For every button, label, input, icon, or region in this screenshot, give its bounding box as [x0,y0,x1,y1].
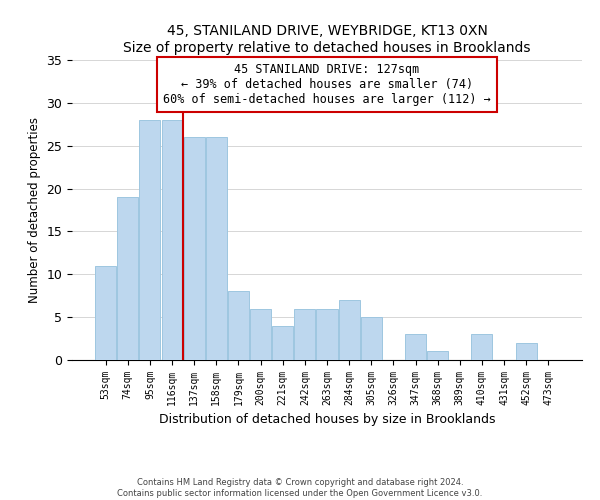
Bar [184,137,205,360]
Bar [272,326,293,360]
Title: 45, STANILAND DRIVE, WEYBRIDGE, KT13 0XN
Size of property relative to detached h: 45, STANILAND DRIVE, WEYBRIDGE, KT13 0XN… [123,24,531,54]
Y-axis label: Number of detached properties: Number of detached properties [28,117,41,303]
Bar [427,352,448,360]
Bar [472,334,493,360]
Bar [361,317,382,360]
Bar [161,120,182,360]
Bar [139,120,160,360]
Bar [118,197,139,360]
Bar [206,137,227,360]
Bar [95,266,116,360]
Bar [316,308,338,360]
Bar [250,308,271,360]
X-axis label: Distribution of detached houses by size in Brooklands: Distribution of detached houses by size … [159,414,495,426]
Bar [405,334,426,360]
Bar [515,343,536,360]
Bar [338,300,359,360]
Bar [295,308,316,360]
Bar [228,292,249,360]
Text: Contains HM Land Registry data © Crown copyright and database right 2024.
Contai: Contains HM Land Registry data © Crown c… [118,478,482,498]
Text: 45 STANILAND DRIVE: 127sqm
← 39% of detached houses are smaller (74)
60% of semi: 45 STANILAND DRIVE: 127sqm ← 39% of deta… [163,63,491,106]
